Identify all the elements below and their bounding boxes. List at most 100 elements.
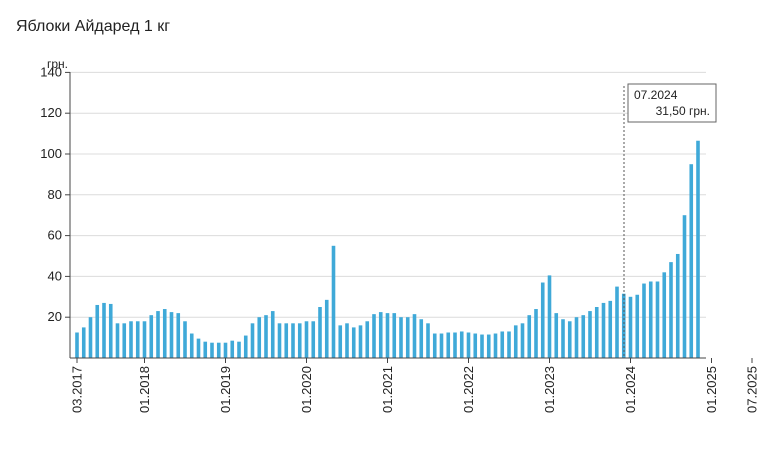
bar[interactable]: [210, 342, 214, 358]
bar[interactable]: [459, 331, 464, 358]
bar[interactable]: [257, 317, 262, 358]
bar[interactable]: [324, 299, 329, 358]
bar[interactable]: [601, 302, 606, 358]
bar[interactable]: [689, 164, 694, 358]
bar[interactable]: [142, 321, 147, 358]
bar[interactable]: [399, 317, 403, 358]
bar[interactable]: [291, 323, 295, 358]
bar[interactable]: [588, 311, 592, 358]
y-tick-label: 100: [40, 146, 62, 161]
bar[interactable]: [635, 294, 640, 358]
bar[interactable]: [513, 325, 518, 358]
bar[interactable]: [648, 281, 653, 359]
bar[interactable]: [534, 309, 538, 358]
bar[interactable]: [520, 323, 525, 358]
bar[interactable]: [162, 309, 167, 358]
bar[interactable]: [88, 317, 93, 358]
x-tick-label: 01.2020: [299, 366, 314, 413]
bar[interactable]: [662, 272, 667, 358]
bar[interactable]: [216, 342, 221, 358]
bar[interactable]: [486, 334, 491, 358]
bar[interactable]: [527, 315, 532, 358]
bar[interactable]: [250, 323, 255, 358]
bar[interactable]: [554, 313, 559, 358]
bar[interactable]: [385, 313, 390, 358]
bar[interactable]: [561, 319, 565, 358]
bar[interactable]: [628, 296, 633, 358]
bar[interactable]: [149, 315, 154, 358]
bar[interactable]: [203, 341, 208, 358]
bar[interactable]: [277, 323, 282, 358]
bar[interactable]: [223, 342, 228, 358]
bar[interactable]: [473, 333, 478, 358]
bar[interactable]: [81, 327, 86, 358]
bar[interactable]: [540, 282, 545, 358]
bar[interactable]: [270, 311, 275, 358]
bar[interactable]: [574, 317, 579, 358]
bar[interactable]: [439, 333, 444, 358]
axes: [65, 71, 753, 363]
bar[interactable]: [446, 332, 451, 359]
bar[interactable]: [378, 312, 383, 358]
bar[interactable]: [594, 307, 599, 358]
bar[interactable]: [284, 323, 289, 358]
bar[interactable]: [642, 283, 646, 358]
bar[interactable]: [75, 332, 79, 359]
bar[interactable]: [426, 323, 430, 358]
bar[interactable]: [345, 323, 349, 358]
bar[interactable]: [129, 321, 133, 358]
bar[interactable]: [358, 325, 363, 358]
bar[interactable]: [338, 325, 343, 358]
y-tick-label: 80: [48, 187, 62, 202]
bar[interactable]: [453, 332, 457, 359]
bar[interactable]: [183, 321, 187, 358]
bar[interactable]: [304, 321, 309, 358]
bar[interactable]: [493, 333, 498, 358]
bar[interactable]: [135, 321, 140, 358]
bar[interactable]: [507, 331, 511, 358]
bar[interactable]: [95, 304, 100, 358]
tooltip: 07.2024 31,50 грн.: [623, 83, 717, 358]
bar[interactable]: [372, 314, 376, 358]
bar[interactable]: [412, 314, 417, 358]
bar[interactable]: [156, 311, 160, 358]
bar[interactable]: [419, 319, 424, 358]
bar[interactable]: [189, 333, 194, 358]
y-tick-label: 20: [48, 309, 62, 324]
bar[interactable]: [682, 215, 687, 358]
bar[interactable]: [480, 334, 484, 358]
bar[interactable]: [351, 327, 356, 358]
bar[interactable]: [655, 281, 660, 359]
bar[interactable]: [696, 140, 700, 358]
bar[interactable]: [547, 275, 552, 358]
bar[interactable]: [102, 302, 106, 358]
bar[interactable]: [621, 293, 626, 358]
bar[interactable]: [466, 332, 471, 359]
bar[interactable]: [196, 338, 201, 358]
bar[interactable]: [331, 245, 336, 358]
bar[interactable]: [311, 321, 316, 358]
bar[interactable]: [318, 307, 322, 358]
bar[interactable]: [392, 313, 397, 358]
bar[interactable]: [365, 321, 370, 358]
bar[interactable]: [500, 331, 505, 358]
bar[interactable]: [405, 317, 410, 358]
bar[interactable]: [169, 312, 174, 358]
bar[interactable]: [108, 303, 113, 358]
bar[interactable]: [432, 333, 437, 358]
bar[interactable]: [122, 323, 127, 358]
bar[interactable]: [615, 286, 619, 358]
bar[interactable]: [243, 335, 248, 358]
bar[interactable]: [669, 262, 673, 358]
bar[interactable]: [115, 323, 120, 358]
bar[interactable]: [675, 253, 680, 358]
bar[interactable]: [297, 323, 302, 358]
bar[interactable]: [237, 341, 241, 358]
bar[interactable]: [567, 321, 572, 358]
bar[interactable]: [581, 315, 586, 358]
x-tick-label: 01.2018: [137, 366, 152, 413]
bar[interactable]: [264, 315, 268, 358]
bar[interactable]: [608, 300, 613, 358]
bar[interactable]: [176, 313, 181, 358]
bar[interactable]: [230, 340, 235, 358]
